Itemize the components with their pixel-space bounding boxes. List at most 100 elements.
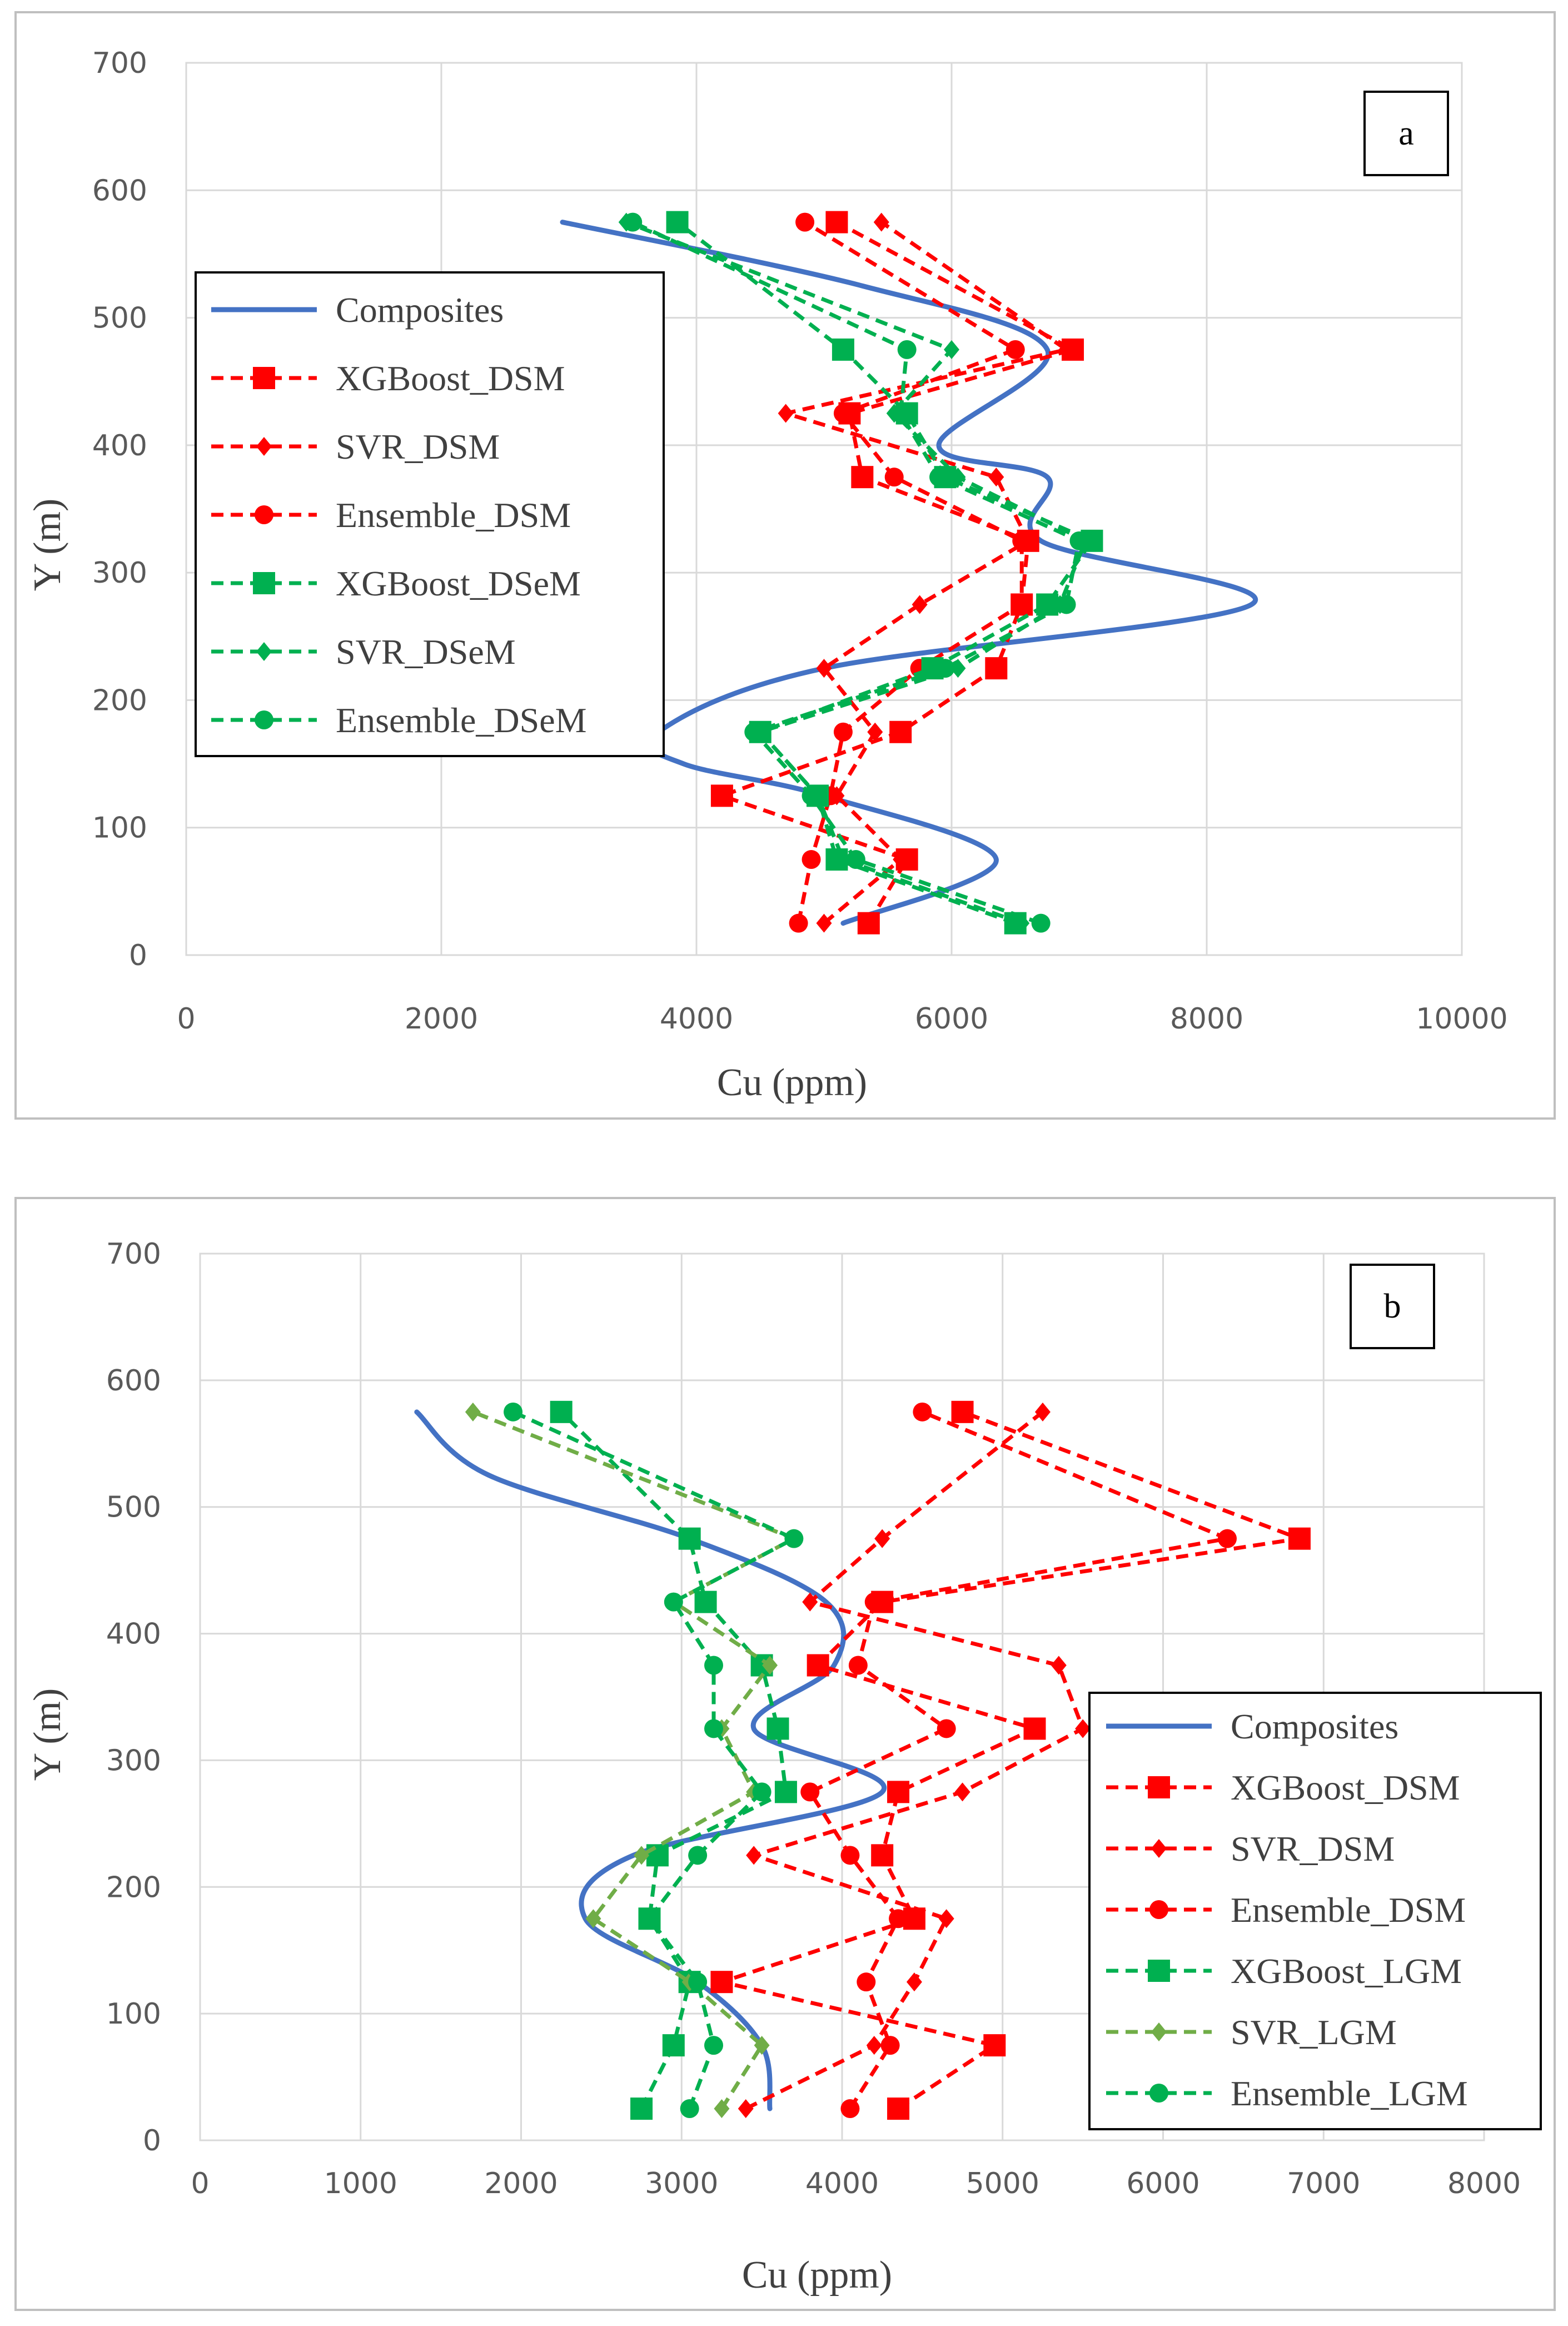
data-point-svr-dsem: [950, 468, 966, 487]
legend-item-composites: Composites: [1106, 1707, 1398, 1746]
y-tick-label: 700: [92, 47, 147, 80]
y-tick-label: 0: [143, 2124, 161, 2158]
panel-b-y-ticks: 0 100 200 300 400 500 600 700: [106, 1237, 161, 2158]
legend-swatch-marker: [255, 710, 273, 729]
series-line-composites: [414, 1409, 887, 2111]
data-point-svr-dsm: [1051, 1656, 1067, 1675]
x-tick-label: 3000: [645, 2167, 718, 2200]
data-point-xgboost-dsm: [887, 2098, 910, 2120]
data-point-ensemble-dsm: [802, 850, 821, 869]
data-point-svr-dsm: [802, 1592, 818, 1612]
data-point-ensemble-dsm: [889, 1909, 908, 1929]
y-tick-label: 300: [92, 556, 147, 590]
data-point-svr-lgm: [585, 1909, 601, 1929]
data-point-ensemble-dsm: [880, 2036, 900, 2055]
data-point-svr-dsm: [912, 595, 928, 614]
data-point-xgboost-lgm: [646, 1844, 669, 1867]
data-point-svr-lgm: [465, 1402, 481, 1422]
y-tick-label: 400: [106, 1618, 161, 1651]
data-point-ensemble-lgm: [504, 1402, 523, 1422]
panel-a-series: [560, 211, 1258, 935]
data-point-svr-dsm: [816, 913, 832, 933]
data-point-svr-dsm: [738, 2099, 754, 2119]
legend-label: Composites: [336, 290, 504, 330]
panel-b-series: [414, 1400, 1311, 2120]
plot-area-border: [185, 62, 1463, 956]
legend-item-svr-dsem: SVR_DSeM: [211, 632, 516, 672]
data-point-ensemble-dsm: [833, 722, 853, 742]
data-point-ensemble-dsm: [913, 1402, 932, 1422]
x-tick-label: 6000: [1126, 2167, 1199, 2200]
data-point-ensemble-dsm: [1012, 595, 1032, 614]
legend-item-composites: Composites: [211, 290, 504, 330]
data-point-ensemble-lgm: [688, 1846, 708, 1865]
legend-label: XGBoost_DSM: [336, 359, 565, 398]
chart-panel-a: 0 2000 4000 6000 8000 10000 0 100 200 300 400 500 6…: [14, 11, 1556, 1120]
data-point-ensemble-dsm: [884, 468, 904, 487]
data-point-svr-dsem: [944, 340, 959, 359]
data-point-svr-dsm: [746, 1846, 762, 1865]
data-point-xgboost-dsm: [1288, 1527, 1311, 1550]
legend-label: Ensemble_LGM: [1231, 2074, 1468, 2113]
series-composites: [414, 1409, 887, 2111]
data-point-ensemble-dsm: [840, 1846, 860, 1865]
data-point-ensemble-dsm: [848, 1656, 868, 1675]
data-point-svr-dsm: [938, 1909, 954, 1929]
x-tick-label: 8000: [1170, 1002, 1243, 1036]
data-point-svr-lgm: [762, 1656, 778, 1675]
data-point-ensemble-dsm: [800, 1782, 820, 1802]
data-point-ensemble-dsm: [1218, 1529, 1237, 1548]
series-ensemble-dsm: [800, 1402, 1237, 2119]
legend-label: Composites: [1231, 1707, 1398, 1746]
data-point-svr-dsm: [778, 404, 794, 423]
data-point-xgboost-lgm: [678, 1527, 701, 1550]
series-line-svr-dsm: [784, 220, 1069, 925]
y-tick-label: 100: [106, 1997, 161, 2031]
data-point-svr-lgm: [754, 2036, 770, 2055]
data-point-ensemble-lgm: [784, 1529, 804, 1548]
data-point-svr-dsm: [867, 722, 883, 742]
data-point-svr-dsem: [835, 850, 851, 869]
data-point-ensemble-dsm: [789, 913, 808, 933]
panel-b-label: b: [1384, 1288, 1401, 1325]
legend-item-xgboost-dsm: XGBoost_DSM: [1106, 1768, 1460, 1807]
x-tick-label: 10000: [1416, 1002, 1507, 1036]
data-point-svr-dsm: [1058, 340, 1074, 359]
x-tick-label: 4000: [660, 1002, 733, 1036]
legend-swatch-marker: [255, 505, 273, 524]
data-point-svr-dsem: [1014, 913, 1030, 933]
data-point-svr-dsm: [816, 659, 832, 678]
series-line-xgboost-dsem: [676, 220, 1094, 925]
data-point-xgboost-lgm: [694, 1591, 717, 1613]
panel-b-x-axis-title: Cu (ppm): [742, 2254, 892, 2297]
data-point-ensemble-dsem: [935, 659, 955, 678]
data-point-ensemble-dsem: [744, 722, 764, 742]
data-point-ensemble-dsm: [937, 1719, 956, 1738]
y-tick-label: 600: [106, 1364, 161, 1398]
legend-swatch-marker: [256, 437, 272, 456]
data-point-ensemble-lgm: [664, 1592, 683, 1612]
data-point-xgboost-dsm: [889, 720, 912, 743]
data-point-xgboost-lgm: [630, 2098, 653, 2120]
data-point-xgboost-dsm: [851, 466, 874, 489]
legend-label: Ensemble_DSM: [336, 495, 571, 535]
data-point-ensemble-dsem: [846, 850, 865, 869]
data-point-ensemble-lgm: [640, 1909, 659, 1929]
data-point-xgboost-dsm: [710, 784, 733, 807]
data-point-ensemble-dsm: [840, 2099, 860, 2119]
legend-item-xgboost-lgm: XGBoost_LGM: [1106, 1951, 1462, 1991]
data-point-svr-dsm: [893, 850, 909, 869]
panel-b-y-axis-title: Y (m): [26, 1688, 69, 1781]
panel-b-label-box: [1350, 1264, 1435, 1349]
series-line-xgboost-dsm: [719, 1410, 1302, 2110]
legend-swatch-marker: [1148, 1960, 1170, 1982]
legend-swatch-marker: [253, 572, 275, 594]
legend-swatch-marker: [1148, 1776, 1170, 1798]
y-tick-label: 700: [106, 1237, 161, 1271]
data-point-svr-dsm: [866, 2036, 882, 2055]
legend-item-ensemble-dsm: Ensemble_DSM: [211, 495, 571, 535]
legend-swatch-marker: [1149, 2084, 1168, 2103]
legend-item-svr-lgm: SVR_LGM: [1106, 2012, 1397, 2052]
data-point-xgboost-dsm: [710, 1971, 733, 1994]
panel-a-label-box: [1363, 91, 1449, 176]
